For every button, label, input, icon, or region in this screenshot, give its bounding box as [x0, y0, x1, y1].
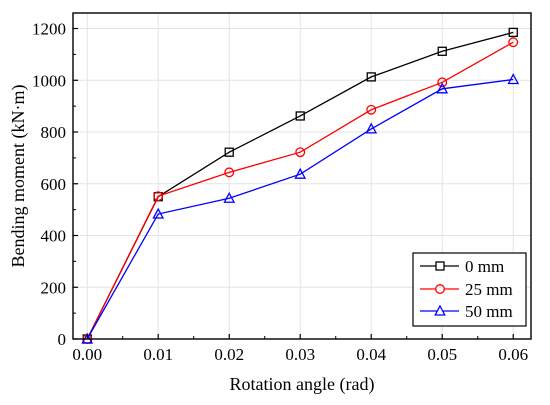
x-tick-label: 0.02: [214, 345, 244, 364]
x-tick-label: 0.01: [143, 345, 173, 364]
data-point-triangle: [294, 167, 307, 179]
series-line: [86, 78, 514, 340]
x-tick-label: 0.00: [72, 345, 102, 364]
plot-frame: [72, 12, 532, 340]
data-point-square: [437, 46, 447, 56]
legend-item-25mm: 25 mm: [420, 280, 513, 299]
y-tick-label: 800: [41, 123, 67, 142]
y-axis-label: Bending moment (kN·m): [8, 85, 29, 268]
circle-marker-icon: [435, 284, 445, 294]
legend-item-50mm: 50 mm: [420, 302, 513, 321]
y-tick-label: 1000: [32, 71, 66, 90]
y-tick-label: 200: [41, 278, 67, 297]
y-tick-label: 400: [41, 227, 67, 246]
y-tick-label: 1200: [32, 20, 66, 39]
series-line: [86, 41, 514, 340]
data-point-circle: [437, 77, 448, 88]
legend-box: [412, 252, 527, 327]
data-point-square: [224, 147, 234, 157]
data-point-circle: [508, 37, 519, 48]
legend-label: 25 mm: [465, 280, 513, 299]
data-point-triangle: [507, 73, 520, 85]
data-point-triangle: [152, 207, 165, 219]
data-point-circle: [153, 191, 164, 202]
square-marker-icon: [435, 261, 445, 271]
data-point-triangle: [436, 82, 449, 94]
x-tick-label: 0.05: [427, 345, 457, 364]
triangle-marker-icon: [434, 304, 446, 316]
y-tick-label: 0: [58, 330, 67, 349]
x-axis-label: Rotation angle (rad): [230, 374, 375, 395]
data-point-triangle: [365, 122, 378, 134]
legend-label: 50 mm: [465, 302, 513, 321]
data-point-triangle: [223, 191, 236, 203]
series-layer: [81, 27, 520, 344]
x-tick-label: 0.04: [356, 345, 386, 364]
grid-lines: [73, 13, 531, 340]
y-tick-label: 600: [41, 175, 67, 194]
data-point-circle: [295, 147, 306, 158]
data-point-square: [508, 27, 518, 38]
x-tick-label: 0.03: [285, 345, 315, 364]
data-point-square: [366, 72, 376, 82]
x-tick-label: 0.06: [498, 345, 528, 364]
data-point-circle: [224, 167, 235, 178]
legend-item-0mm: 0 mm: [420, 257, 504, 276]
legend: 0 mm 25 mm 50 mm: [412, 252, 527, 327]
data-point-square: [295, 111, 305, 121]
axis-ticks: 0.00 0.01 0.02 0.03 0.04 0.05 0.06 0 200 400 600 80…: [32, 20, 528, 364]
legend-label: 0 mm: [465, 257, 504, 276]
data-point-circle: [366, 104, 377, 115]
